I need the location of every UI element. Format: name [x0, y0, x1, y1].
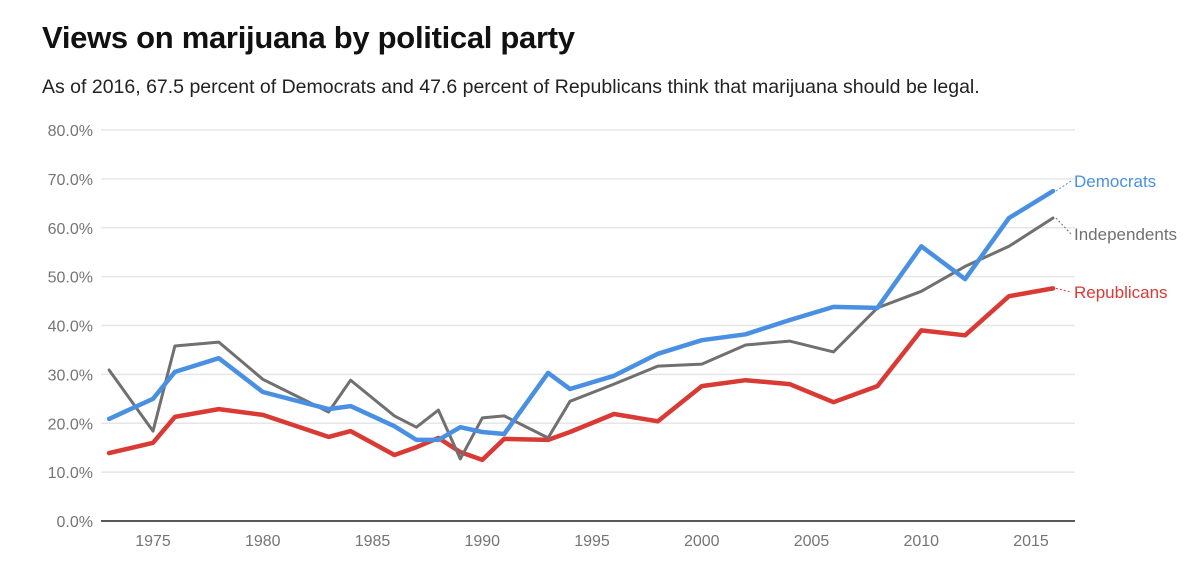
- y-tick-label: 70.0%: [48, 172, 93, 189]
- y-tick-label: 60.0%: [48, 221, 93, 238]
- series-line-republicans: [106, 286, 1056, 463]
- label-leader-line: [1055, 287, 1072, 293]
- series-label-democrats: Democrats: [1074, 172, 1156, 191]
- y-tick-label: 30.0%: [48, 367, 93, 384]
- x-tick-label: 2015: [1013, 533, 1049, 550]
- y-tick-label: 0.0%: [57, 514, 93, 531]
- x-tick-label: 1975: [135, 533, 171, 550]
- x-tick-label: 1985: [355, 533, 391, 550]
- x-tick-label: 1995: [574, 533, 610, 550]
- label-leader-line: [1055, 217, 1072, 235]
- chart-title: Views on marijuana by political party: [42, 20, 575, 55]
- y-tick-label: 40.0%: [48, 319, 93, 336]
- series-label-independents: Independents: [1074, 225, 1177, 244]
- y-tick-label: 10.0%: [48, 465, 93, 482]
- series-label-republicans: Republicans: [1074, 283, 1168, 302]
- x-tick-label: 2010: [903, 533, 939, 550]
- x-tick-label: 2000: [684, 533, 720, 550]
- x-tick-label: 2005: [794, 533, 830, 550]
- y-tick-label: 80.0%: [48, 123, 93, 140]
- x-tick-label: 1990: [464, 533, 500, 550]
- series-line-democrats: [106, 188, 1056, 443]
- y-tick-label: 20.0%: [48, 416, 93, 433]
- series-line-independents: [107, 216, 1055, 461]
- chart-subtitle: As of 2016, 67.5 percent of Democrats an…: [42, 76, 980, 98]
- y-tick-label: 50.0%: [48, 270, 93, 287]
- x-tick-label: 1980: [245, 533, 281, 550]
- label-leader-line: [1055, 180, 1072, 192]
